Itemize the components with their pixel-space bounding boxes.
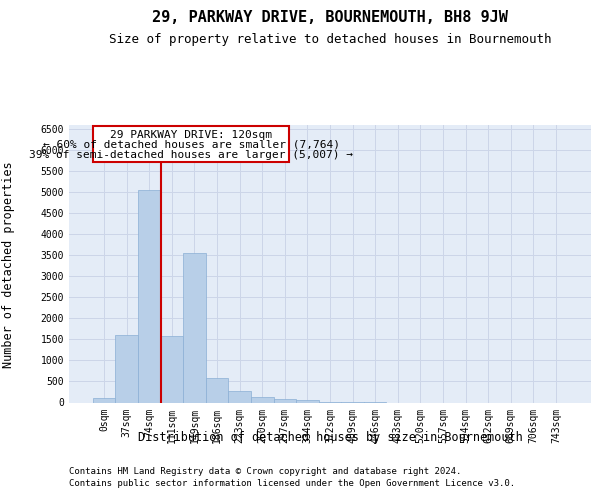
Text: Distribution of detached houses by size in Bournemouth: Distribution of detached houses by size … bbox=[137, 431, 523, 444]
Text: 39% of semi-detached houses are larger (5,007) →: 39% of semi-detached houses are larger (… bbox=[29, 150, 353, 160]
Text: Contains public sector information licensed under the Open Government Licence v3: Contains public sector information licen… bbox=[69, 479, 515, 488]
Bar bbox=[138, 190, 161, 402]
Text: 29 PARKWAY DRIVE: 120sqm: 29 PARKWAY DRIVE: 120sqm bbox=[110, 130, 272, 140]
Bar bbox=[296, 400, 319, 402]
Text: Number of detached properties: Number of detached properties bbox=[2, 162, 16, 368]
Bar bbox=[274, 399, 296, 402]
Text: Size of property relative to detached houses in Bournemouth: Size of property relative to detached ho… bbox=[109, 34, 551, 46]
FancyBboxPatch shape bbox=[93, 126, 289, 162]
Bar bbox=[229, 391, 251, 402]
Text: Contains HM Land Registry data © Crown copyright and database right 2024.: Contains HM Land Registry data © Crown c… bbox=[69, 467, 461, 476]
Bar bbox=[183, 253, 206, 402]
Text: 29, PARKWAY DRIVE, BOURNEMOUTH, BH8 9JW: 29, PARKWAY DRIVE, BOURNEMOUTH, BH8 9JW bbox=[152, 10, 508, 25]
Bar bbox=[93, 398, 115, 402]
Bar bbox=[251, 398, 274, 402]
Bar bbox=[161, 336, 183, 402]
Bar bbox=[115, 335, 138, 402]
Text: ← 60% of detached houses are smaller (7,764): ← 60% of detached houses are smaller (7,… bbox=[43, 140, 340, 149]
Bar bbox=[206, 378, 229, 402]
